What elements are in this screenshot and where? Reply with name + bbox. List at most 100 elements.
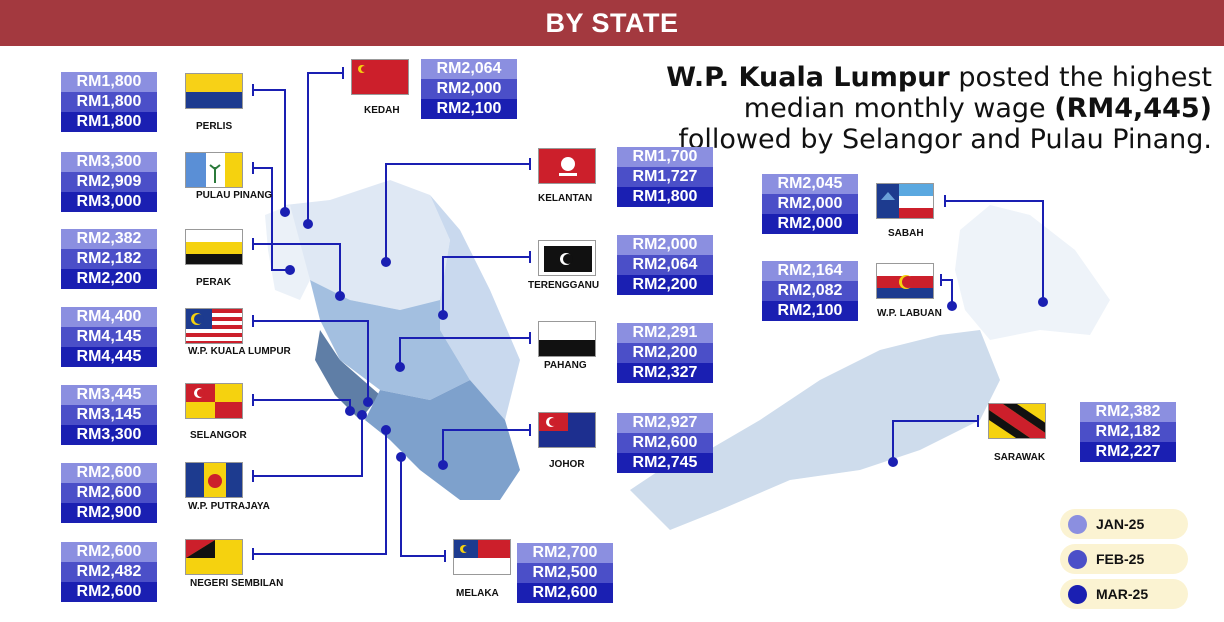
- legend-swatch-jan: [1068, 515, 1087, 534]
- peninsula-north-region: [285, 180, 450, 310]
- wage-feb: RM1,727: [617, 167, 713, 187]
- state-name: PULAU PINANG: [196, 190, 273, 201]
- state-name: W.P. KUALA LUMPUR: [188, 346, 291, 357]
- headline-end: followed by Selangor and Pulau Pinang.: [678, 124, 1212, 155]
- wage-mar: RM2,100: [762, 301, 858, 321]
- wage-jan: RM2,382: [61, 229, 157, 249]
- wage-jan: RM2,700: [517, 543, 613, 563]
- wage-jan: RM3,300: [61, 152, 157, 172]
- wage-feb: RM2,600: [617, 433, 713, 453]
- wage-feb: RM2,600: [61, 483, 157, 503]
- legend-label-mar: MAR-25: [1096, 586, 1149, 602]
- state-name: PAHANG: [544, 360, 587, 371]
- peninsula-central-region: [310, 280, 470, 400]
- wage-mar: RM2,600: [61, 582, 157, 602]
- johor-flag-icon: [538, 412, 596, 448]
- wage-stack: RM1,700 RM1,727 RM1,800: [617, 147, 713, 207]
- wage-mar: RM1,800: [61, 112, 157, 132]
- banner-title: BY STATE: [0, 0, 1224, 46]
- headline-text: W.P. Kuala Lumpur posted the highest med…: [640, 62, 1212, 155]
- connector-lines: [253, 72, 1044, 557]
- wage-feb: RM2,182: [61, 249, 157, 269]
- connector-terengganu: [442, 256, 530, 315]
- wage-mar: RM2,600: [517, 583, 613, 603]
- wage-feb: RM2,182: [1080, 422, 1176, 442]
- wage-jan: RM1,700: [617, 147, 713, 167]
- legend-item-feb: FEB-25: [1060, 544, 1188, 574]
- wage-mar: RM2,200: [617, 275, 713, 295]
- state-name: JOHOR: [549, 459, 585, 470]
- legend-swatch-mar: [1068, 585, 1087, 604]
- state-name: PERLIS: [196, 121, 233, 132]
- wage-mar: RM1,800: [617, 187, 713, 207]
- state-name: MELAKA: [456, 588, 499, 599]
- wage-mar: RM3,000: [61, 192, 157, 212]
- wage-stack: RM2,291 RM2,200 RM2,327: [617, 323, 713, 383]
- state-name: KEDAH: [364, 105, 400, 116]
- connector-perlis: [253, 89, 286, 212]
- connector-labuan: [941, 279, 953, 306]
- kuala-lumpur-flag-icon: [185, 308, 243, 344]
- wage-stack: RM1,800 RM1,800 RM1,800: [61, 72, 157, 132]
- wage-feb: RM3,145: [61, 405, 157, 425]
- wage-stack: RM2,382 RM2,182 RM2,200: [61, 229, 157, 289]
- wage-jan: RM4,400: [61, 307, 157, 327]
- kedah-flag-icon: [351, 59, 409, 95]
- legend-item-mar: MAR-25: [1060, 579, 1188, 609]
- peninsula-west-region: [315, 330, 380, 420]
- wage-jan: RM2,291: [617, 323, 713, 343]
- wage-mar: RM2,745: [617, 453, 713, 473]
- wage-feb: RM4,145: [61, 327, 157, 347]
- state-name: PERAK: [196, 277, 232, 288]
- connector-negeri-sembilan: [253, 430, 387, 555]
- connector-pulau-pinang: [253, 167, 290, 271]
- negeri-sembilan-flag-icon: [185, 539, 243, 575]
- labuan-flag-icon: [876, 263, 934, 299]
- wage-feb: RM2,200: [617, 343, 713, 363]
- melaka-flag-icon: [453, 539, 511, 575]
- wage-stack: RM2,000 RM2,064 RM2,200: [617, 235, 713, 295]
- state-name: KELANTAN: [538, 193, 593, 204]
- wage-jan: RM1,800: [61, 72, 157, 92]
- wage-feb: RM2,909: [61, 172, 157, 192]
- legend-label-jan: JAN-25: [1096, 516, 1145, 532]
- wage-feb: RM2,500: [517, 563, 613, 583]
- selangor-flag-icon: [185, 383, 243, 419]
- connector-kelantan: [385, 163, 530, 262]
- legend-item-jan: JAN-25: [1060, 509, 1188, 539]
- wage-mar: RM3,300: [61, 425, 157, 445]
- wage-stack: RM2,382 RM2,182 RM2,227: [1080, 402, 1176, 462]
- wage-feb: RM1,800: [61, 92, 157, 112]
- connector-johor: [442, 429, 530, 465]
- perak-flag-icon: [185, 229, 243, 265]
- legend-label-feb: FEB-25: [1096, 551, 1145, 567]
- connector-perak: [253, 243, 341, 296]
- wage-stack: RM4,400 RM4,145 RM4,445: [61, 307, 157, 367]
- kelantan-flag-icon: [538, 148, 596, 184]
- peninsula-east-region: [430, 195, 520, 420]
- connector-putrajaya: [253, 415, 363, 477]
- wage-jan: RM2,600: [61, 463, 157, 483]
- perlis-flag-icon: [185, 73, 243, 109]
- wage-mar: RM2,327: [617, 363, 713, 383]
- connector-sabah: [945, 200, 1044, 302]
- wage-jan: RM2,927: [617, 413, 713, 433]
- wage-stack: RM3,445 RM3,145 RM3,300: [61, 385, 157, 445]
- wage-jan: RM2,600: [61, 542, 157, 562]
- wage-stack: RM2,700 RM2,500 RM2,600: [517, 543, 613, 603]
- wage-feb: RM2,000: [762, 194, 858, 214]
- wage-mar: RM4,445: [61, 347, 157, 367]
- wage-jan: RM3,445: [61, 385, 157, 405]
- wage-feb: RM2,000: [421, 79, 517, 99]
- pulau-pinang-flag-icon: [185, 152, 243, 188]
- wage-mar: RM2,000: [762, 214, 858, 234]
- wage-stack: RM2,600 RM2,600 RM2,900: [61, 463, 157, 523]
- wage-stack: RM2,164 RM2,082 RM2,100: [762, 261, 858, 321]
- wage-jan: RM2,000: [617, 235, 713, 255]
- state-name: SELANGOR: [190, 430, 247, 441]
- headline-state: W.P. Kuala Lumpur: [666, 62, 950, 93]
- borneo-sarawak-region: [630, 330, 1000, 530]
- wage-stack: RM2,927 RM2,600 RM2,745: [617, 413, 713, 473]
- state-name: TERENGGANU: [528, 280, 600, 291]
- connector-kuala-lumpur: [253, 320, 369, 402]
